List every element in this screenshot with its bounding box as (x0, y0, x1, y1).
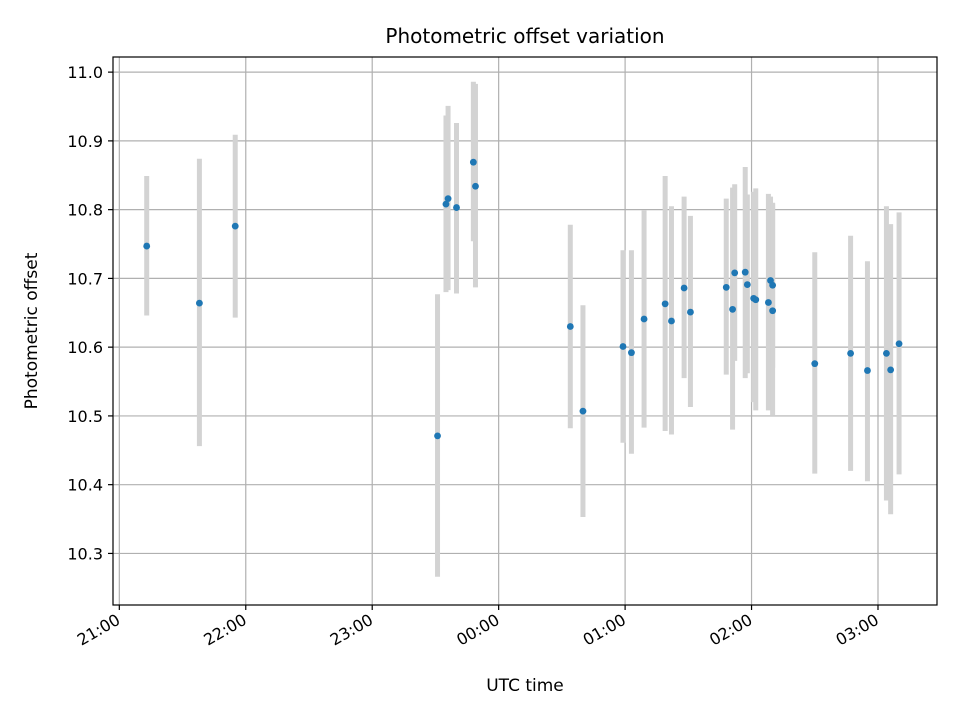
data-point (769, 307, 777, 315)
chart-title: Photometric offset variation (385, 24, 664, 48)
data-point (469, 158, 477, 166)
data-point (434, 432, 441, 440)
data-point (472, 182, 479, 190)
data-points (143, 158, 903, 440)
y-tick-label: 11.0 (67, 63, 103, 82)
axes-frame (112, 56, 938, 606)
grid-lines (113, 57, 937, 605)
data-point (752, 296, 760, 304)
data-point (444, 195, 452, 203)
data-point (729, 305, 736, 313)
data-point (847, 349, 854, 357)
data-point (769, 281, 777, 289)
data-point (741, 268, 749, 276)
data-point (661, 300, 669, 308)
data-point (442, 200, 450, 208)
y-tick-label: 10.8 (67, 201, 103, 220)
data-point (722, 283, 730, 291)
y-tick-label: 10.9 (67, 132, 103, 151)
data-point (687, 308, 694, 316)
data-point (566, 323, 574, 330)
data-point (883, 349, 890, 357)
data-point (579, 407, 587, 415)
data-point (231, 222, 239, 230)
data-point (453, 204, 460, 211)
y-tick-label: 10.3 (67, 544, 103, 563)
data-point (680, 284, 688, 292)
y-tick-label: 10.6 (67, 338, 103, 357)
data-point (668, 317, 675, 325)
data-point (619, 343, 627, 350)
data-point (811, 360, 819, 368)
data-point (743, 281, 751, 288)
data-point (765, 299, 772, 306)
data-point (640, 315, 648, 323)
data-point (143, 242, 151, 250)
data-point (887, 366, 895, 374)
y-tick-label: 10.5 (67, 407, 103, 426)
x-axis-label: UTC time (486, 676, 564, 696)
y-tick-label: 10.4 (67, 476, 103, 495)
data-point (731, 269, 739, 277)
data-point (196, 299, 203, 307)
y-tick-label: 10.7 (67, 269, 103, 288)
data-point (628, 349, 635, 357)
y-axis-label: Photometric offset (22, 252, 42, 409)
data-point (864, 367, 871, 374)
data-point (895, 340, 903, 348)
